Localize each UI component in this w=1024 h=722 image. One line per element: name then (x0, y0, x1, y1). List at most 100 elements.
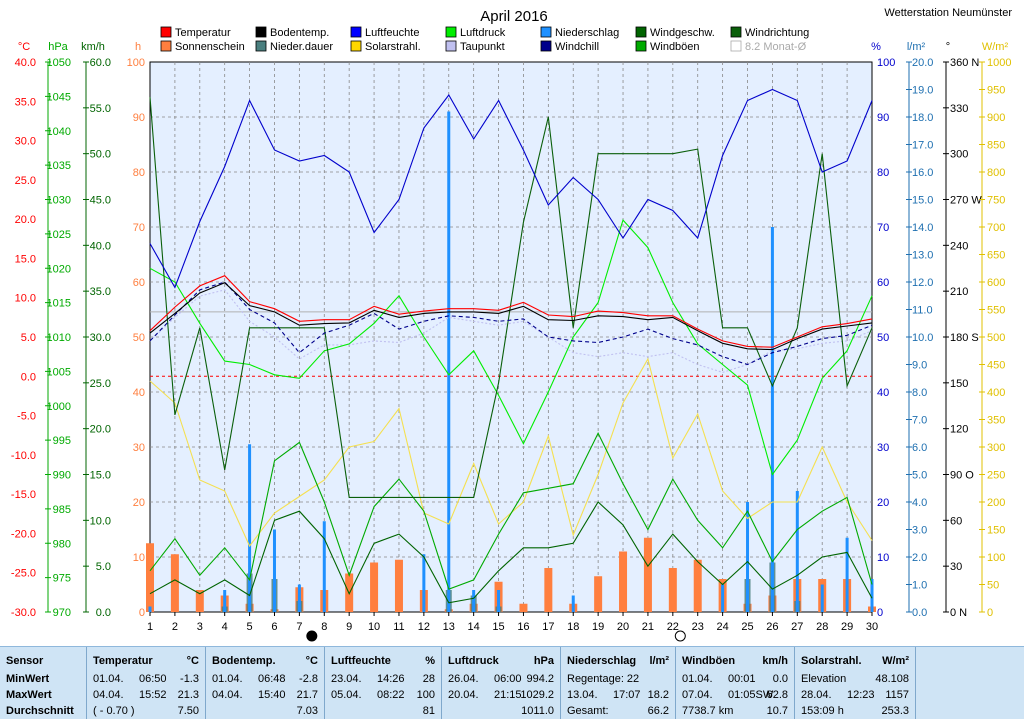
bar-niederschlag (845, 537, 849, 612)
stats-row: Gesamt: 66.2 (567, 705, 669, 722)
axis-tick-solar: 800 (987, 167, 1005, 179)
stats-cell-time: 15:40 (258, 689, 286, 701)
axis-tick-direction: 150 (950, 378, 968, 390)
axis-tick-direction: 270 W (950, 195, 982, 207)
axis-tick-rain: 18.0 (912, 112, 933, 124)
axis-tick-sun: 50 (133, 332, 145, 344)
axis-tick-pressure: 970 (53, 607, 71, 619)
line-bodentemp (149, 282, 873, 351)
x-tick-label: 18 (567, 621, 579, 633)
axis-tick-sun: 40 (133, 387, 145, 399)
axis-tick-temp: -10.0 (11, 450, 36, 462)
stats-block-unit: km/h (762, 655, 788, 667)
stats-cell-value: 62.8 (766, 689, 788, 701)
axis-tick-direction: 210 (950, 286, 968, 298)
axis-tick-solar: 1000 (987, 57, 1011, 69)
stats-cell-value: 21.7 (296, 689, 318, 701)
legend-label-12: Windrichtung (745, 27, 809, 39)
axis-tick-pressure: 1030 (47, 195, 71, 207)
stats-cell-time: 01:05SW (728, 689, 774, 701)
axis-tick-solar: 650 (987, 250, 1005, 262)
axis-tick-wind: 20.0 (90, 424, 111, 436)
axis-tick-rain: 8.0 (912, 387, 927, 399)
axis-tick-solar: 200 (987, 497, 1005, 509)
stats-cell-date: ( - 0.70 ) (93, 705, 135, 717)
axis-tick-wind: 50.0 (90, 149, 111, 161)
bar-niederschlag (248, 444, 252, 612)
x-axis: 1 2 3 4 5 6 7 8 9 10 11 12 13 14 15 16 17 18 19 20 21 22 23 24 2… (147, 612, 878, 642)
axis-tick-solar: 500 (987, 332, 1005, 344)
axis-tick-humidity: 40 (877, 387, 889, 399)
axis-tick-pressure: 980 (53, 538, 71, 550)
x-tick-label: 27 (791, 621, 803, 633)
weather-chart: April 2016 Wetterstation Neumünster Temp… (11, 7, 1012, 642)
axis-tick-sun: 100 (127, 57, 145, 69)
legend-swatch-5 (350, 40, 362, 52)
axis-tick-wind: 45.0 (90, 195, 111, 207)
axis-tick-temp: 25.0 (15, 175, 36, 187)
axis-tick-solar: 550 (987, 305, 1005, 317)
bar-sonnenschein (394, 559, 403, 612)
axis-tick-temp: 35.0 (15, 96, 36, 108)
bar-niederschlag (795, 491, 799, 612)
axis-tick-rain: 9.0 (912, 360, 927, 372)
legend-label-7: Taupunkt (460, 41, 505, 53)
x-tick-label: 9 (346, 621, 352, 633)
axis-tick-pressure: 995 (53, 435, 71, 447)
axis-tick-direction: 300 (950, 149, 968, 161)
axis-tick-pressure: 1020 (47, 263, 71, 275)
x-tick-label: 12 (418, 621, 430, 633)
axis-tick-temp: 30.0 (15, 136, 36, 148)
axis-tick-temp: 5.0 (21, 332, 36, 344)
stats-block-title: Niederschlag (567, 655, 637, 667)
axis-tick-direction: 180 S (950, 332, 979, 344)
stats-cell-date: 153:09 h (801, 705, 844, 717)
axis-tick-wind: 40.0 (90, 240, 111, 252)
axis-tick-rain: 6.0 (912, 442, 927, 454)
stats-cell-date: 01.04. (93, 673, 124, 685)
axis-unit-sun: h (135, 41, 141, 53)
line-luftdruck (149, 219, 873, 476)
legend-swatch-13 (730, 40, 742, 52)
bar-niederschlag (422, 554, 426, 612)
axis-tick-humidity: 0 (877, 607, 883, 619)
axis-tick-wind: 0.0 (96, 607, 111, 619)
x-tick-label: 25 (741, 621, 753, 633)
axis-tick-rain: 17.0 (912, 140, 933, 152)
axis-tick-pressure: 1010 (47, 332, 71, 344)
axis-tick-humidity: 60 (877, 277, 889, 289)
bar-niederschlag (870, 579, 874, 612)
axis-tick-solar: 250 (987, 470, 1005, 482)
stats-cell-time: 06:00 (494, 673, 522, 685)
stats-block-1: Bodentemp. °C 01.04. 06:48 -2.8 04.04. 15:40 21… (206, 647, 325, 719)
axis-tick-direction: 90 O (950, 470, 974, 482)
axis-tick-sun: 10 (133, 552, 145, 564)
bar-niederschlag (322, 521, 326, 612)
x-tick-label: 17 (542, 621, 554, 633)
stats-label-min: MinWert (6, 673, 50, 685)
axis-tick-pressure: 1015 (47, 298, 71, 310)
axis-tick-rain: 19.0 (912, 85, 933, 97)
x-tick-label: 15 (492, 621, 504, 633)
axis-tick-rain: 5.0 (912, 470, 927, 482)
axis-tick-pressure: 990 (53, 470, 71, 482)
stats-block-title: Solarstrahl. (801, 655, 862, 667)
stats-row: 153:09 h 253.3 (801, 705, 909, 722)
stats-row: 05.04. 08:22 100 (331, 689, 435, 706)
bar-niederschlag (272, 529, 276, 612)
legend: Temperatur Sonnenschein Bodentemp. Nieder.d… (160, 26, 809, 53)
stats-cell-value: 1157 (885, 689, 909, 701)
axis-tick-sun: 60 (133, 277, 145, 289)
axis-tick-rain: 16.0 (912, 167, 933, 179)
axis-unit-temp: °C (18, 41, 30, 53)
legend-swatch-3 (255, 40, 267, 52)
stats-cell-date: 05.04. (331, 689, 362, 701)
stats-row: 04.04. 15:40 21.7 (212, 689, 318, 706)
legend-label-1: Sonnenschein (175, 41, 245, 53)
x-tick-label: 30 (866, 621, 878, 633)
legend-swatch-7 (445, 40, 457, 52)
stats-cell-value: -1.3 (180, 673, 199, 685)
axis-tick-wind: 15.0 (90, 470, 111, 482)
stats-row: 7.03 (212, 705, 318, 722)
stats-cell-date: 26.04. (448, 673, 479, 685)
